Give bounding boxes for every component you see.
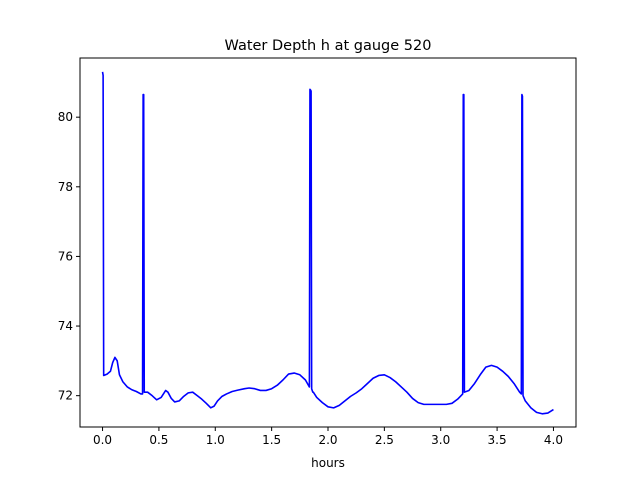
y-tick-label: 72 [58, 389, 73, 403]
x-tick-label: 2.5 [375, 433, 394, 447]
x-tick-label: 1.0 [206, 433, 225, 447]
plot-area [79, 57, 577, 428]
y-tick-label: 74 [58, 319, 73, 333]
x-tick-label: 2.0 [318, 433, 337, 447]
x-tick-label: 3.0 [431, 433, 450, 447]
x-tick-label: 0.0 [93, 433, 112, 447]
chart-title: Water Depth h at gauge 520 [225, 38, 432, 54]
x-tick-label: 4.0 [544, 433, 563, 447]
y-axis: 72 74 76 78 80 [58, 110, 80, 403]
x-tick-label: 3.5 [488, 433, 507, 447]
y-tick-label: 78 [58, 180, 73, 194]
series-line [101, 71, 554, 415]
x-tick-label: 1.5 [262, 433, 281, 447]
series-group [101, 71, 554, 415]
y-tick-label: 76 [58, 249, 73, 263]
x-axis-label: hours [311, 456, 345, 470]
x-axis: 0.0 0.5 1.0 1.5 2.0 2.5 3.0 3.5 4.0 [93, 427, 563, 447]
y-tick-label: 80 [58, 110, 73, 124]
x-tick-label: 0.5 [149, 433, 168, 447]
